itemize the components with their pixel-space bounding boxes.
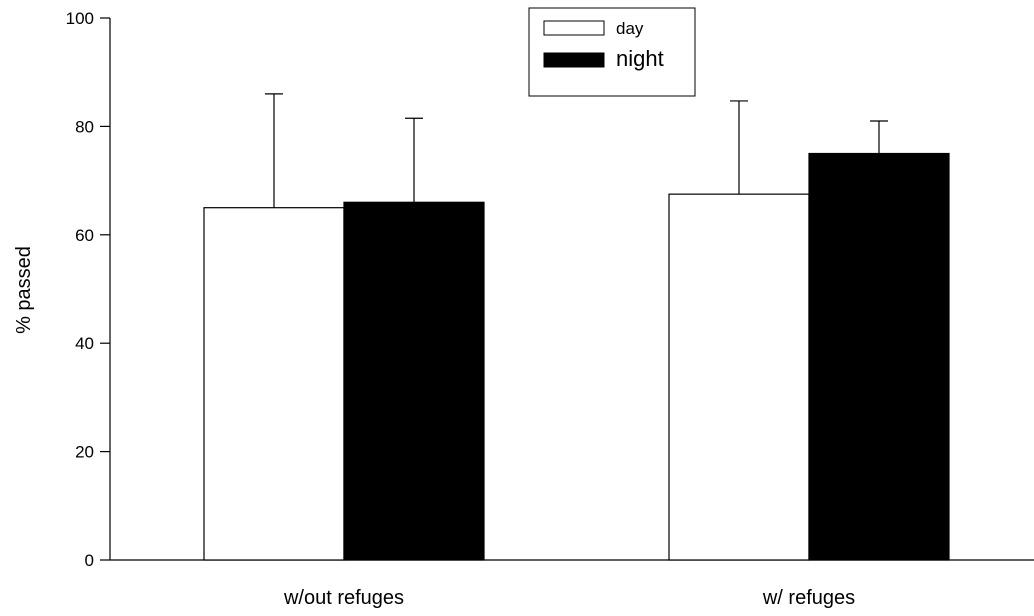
y-axis-label: % passed bbox=[13, 246, 35, 334]
y-tick-label: 80 bbox=[75, 117, 94, 136]
y-tick-label: 20 bbox=[75, 443, 94, 462]
x-tick-label: w/out refuges bbox=[283, 587, 404, 609]
legend-label-day: day bbox=[616, 19, 644, 38]
y-tick-label: 0 bbox=[85, 551, 94, 570]
y-tick-label: 40 bbox=[75, 334, 94, 353]
bar-day-0 bbox=[203, 207, 345, 561]
legend-label-night: night bbox=[616, 46, 664, 71]
x-axis: w/out refuges w/ refuges bbox=[110, 559, 1034, 609]
bar-day-1 bbox=[668, 193, 810, 561]
y-tick-label: 60 bbox=[75, 226, 94, 245]
y-axis: 0 20 40 60 80 100 bbox=[66, 9, 111, 570]
bar-night-1 bbox=[808, 152, 950, 561]
y-tick-label: 100 bbox=[66, 9, 94, 28]
legend-swatch-night bbox=[543, 52, 605, 68]
error-bars bbox=[265, 93, 888, 208]
legend: day night bbox=[528, 7, 696, 97]
x-tick-label: w/ refuges bbox=[762, 587, 855, 609]
bar-night-0 bbox=[343, 201, 485, 561]
legend-swatch-day bbox=[543, 20, 605, 36]
bars bbox=[203, 152, 950, 561]
